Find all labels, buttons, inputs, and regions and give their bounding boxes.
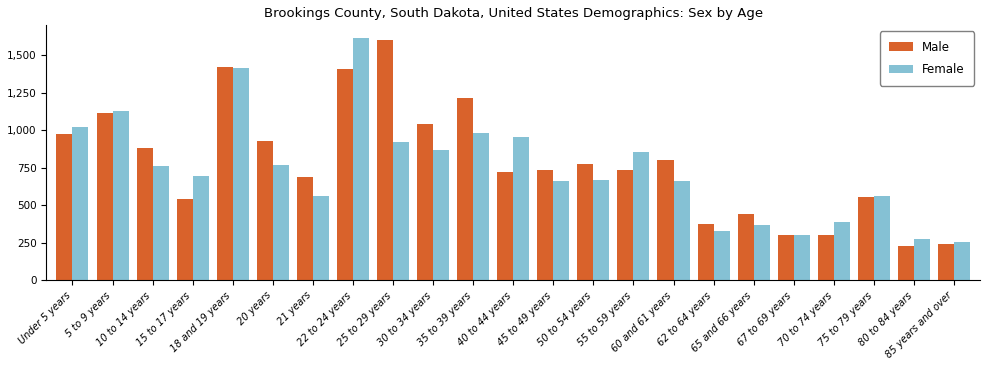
Bar <box>56 134 72 280</box>
Bar <box>497 172 513 280</box>
Bar <box>233 68 248 280</box>
Bar <box>272 165 289 280</box>
Bar <box>753 225 769 280</box>
Bar <box>817 235 833 280</box>
Bar <box>617 170 633 280</box>
Bar <box>953 242 969 280</box>
Bar <box>336 69 353 280</box>
Bar <box>176 199 192 280</box>
Legend: Male, Female: Male, Female <box>879 31 973 86</box>
Bar <box>553 181 569 280</box>
Bar <box>417 124 433 280</box>
Bar <box>217 67 233 280</box>
Bar <box>256 141 272 280</box>
Bar <box>392 142 408 280</box>
Bar <box>697 224 713 280</box>
Bar <box>593 180 608 280</box>
Bar <box>793 235 809 280</box>
Bar <box>873 196 889 280</box>
Bar <box>513 137 528 280</box>
Bar <box>536 170 553 280</box>
Bar <box>297 177 313 280</box>
Bar <box>672 181 689 280</box>
Bar <box>457 98 472 280</box>
Bar <box>313 196 328 280</box>
Bar <box>913 239 929 280</box>
Bar <box>657 160 672 280</box>
Bar <box>737 214 753 280</box>
Bar <box>353 38 369 280</box>
Bar <box>937 244 953 280</box>
Bar <box>777 235 793 280</box>
Bar <box>472 133 489 280</box>
Bar <box>97 113 112 280</box>
Title: Brookings County, South Dakota, United States Demographics: Sex by Age: Brookings County, South Dakota, United S… <box>263 7 762 20</box>
Bar <box>112 111 128 280</box>
Bar <box>633 152 649 280</box>
Bar <box>136 148 153 280</box>
Bar <box>713 231 729 280</box>
Bar <box>857 197 873 280</box>
Bar <box>433 150 449 280</box>
Bar <box>833 222 849 280</box>
Bar <box>897 246 913 280</box>
Bar <box>577 164 593 280</box>
Bar <box>377 40 392 280</box>
Bar <box>192 176 208 280</box>
Bar <box>72 127 89 280</box>
Bar <box>153 166 169 280</box>
